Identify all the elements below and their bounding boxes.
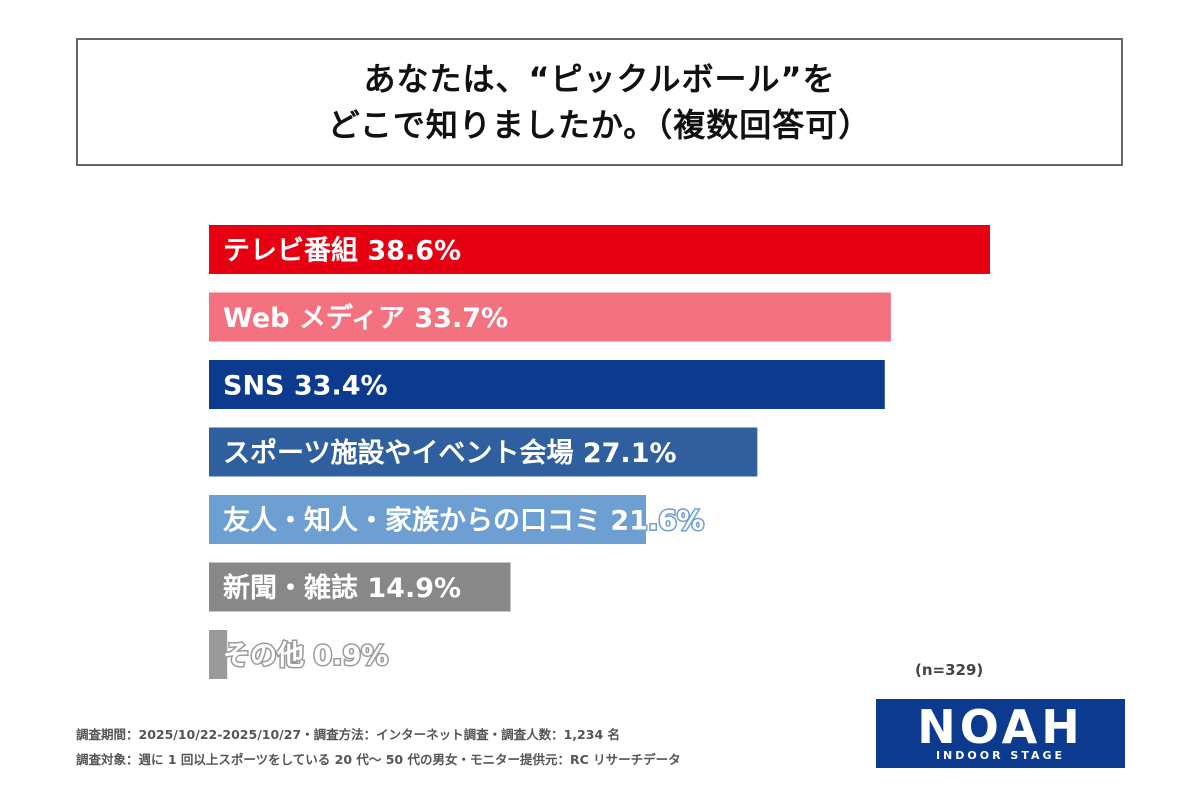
bar-chart: テレビ番組 38.6% Web メディア 33.7% SNS 33.4% スポーツ施設… [209, 225, 990, 679]
bar-2 [209, 292, 891, 342]
chart-title-line-1: あなたは、“ピックルボール”を [363, 60, 836, 98]
bar-label-7: その他 0.9% [223, 641, 388, 672]
bar-label-4: スポーツ施設やイベント会場 27.1% [223, 437, 677, 469]
bar-label-6: 新聞・雑誌 14.9% [223, 572, 461, 604]
logo-wordmark: NOAH [917, 699, 1084, 754]
survey-note-target: 調査対象：週に 1 回以上スポーツをしている 20 代〜 50 代の男女・モニタ… [76, 752, 681, 767]
bar-6 [209, 562, 511, 612]
survey-notes: 調査期間：2025/10/22-2025/10/27・調査方法：インターネット調… [76, 722, 681, 772]
bar-7 [209, 630, 228, 679]
bar-label-3: SNS 33.4% [223, 371, 388, 402]
survey-note-period: 調査期間：2025/10/22-2025/10/27・調査方法：インターネット調… [76, 727, 621, 742]
sample-size-label: (n=329) [915, 661, 984, 679]
logo-subtitle: INDOOR STAGE [935, 748, 1066, 762]
bar-1 [209, 225, 990, 274]
bar-3 [209, 360, 885, 409]
chart-title-line-2: どこで知りましたか。（複数回答可） [327, 106, 872, 144]
title-box: あなたは、“ピックルボール”を どこで知りましたか。（複数回答可） [76, 38, 1123, 166]
bar-label-2: Web メディア 33.7% [223, 302, 508, 334]
bar-5 [209, 495, 647, 544]
bar-label-5: 友人・知人・家族からの口コミ 21.6% [223, 505, 704, 537]
noah-logo: NOAH INDOOR STAGE [876, 699, 1125, 768]
bar-label-1: テレビ番組 38.6% [223, 235, 461, 267]
bar-4 [209, 427, 758, 477]
